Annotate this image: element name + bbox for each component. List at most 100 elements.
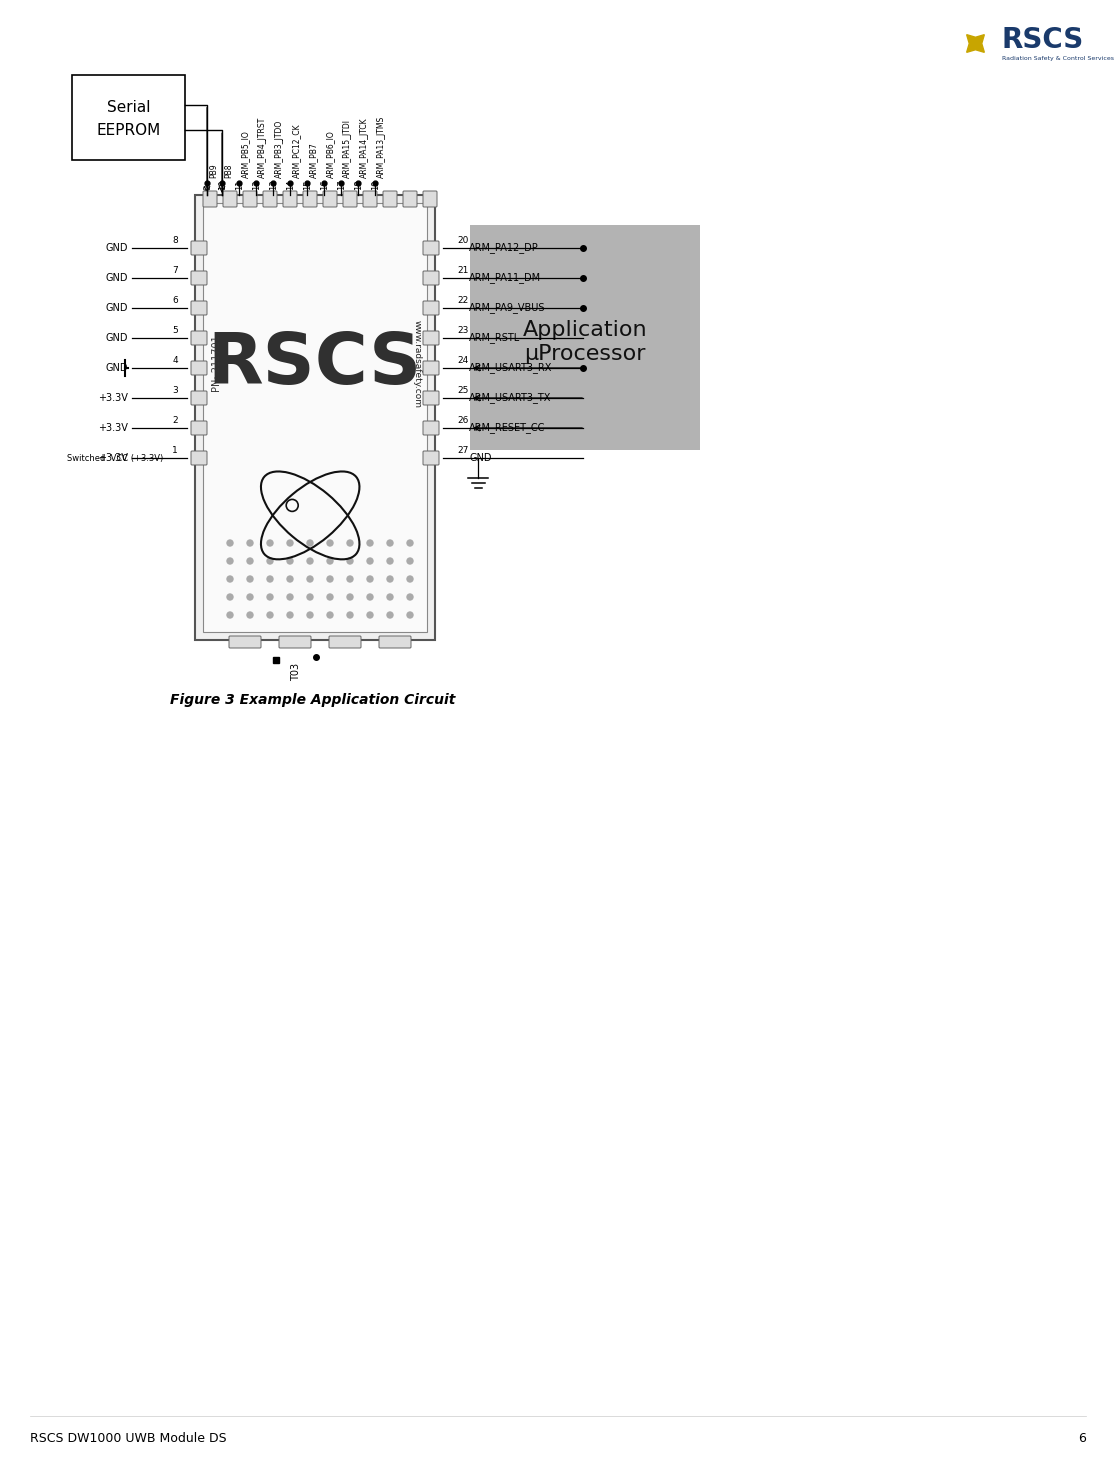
Circle shape [227, 559, 233, 564]
Circle shape [287, 539, 294, 545]
Text: 2: 2 [172, 416, 177, 425]
FancyBboxPatch shape [423, 271, 439, 284]
Text: Switched  VCC (+3.3V): Switched VCC (+3.3V) [67, 453, 163, 462]
Circle shape [407, 576, 413, 582]
Text: 19: 19 [372, 179, 381, 191]
FancyBboxPatch shape [363, 191, 377, 207]
Text: 27: 27 [456, 446, 469, 454]
Text: 9: 9 [203, 185, 212, 191]
FancyBboxPatch shape [423, 240, 439, 255]
Text: ARM_PB5_IO: ARM_PB5_IO [241, 130, 250, 177]
Circle shape [287, 576, 294, 582]
Text: PN: 211701: PN: 211701 [212, 336, 222, 393]
Circle shape [307, 594, 312, 600]
FancyBboxPatch shape [423, 301, 439, 315]
Text: GND: GND [106, 273, 128, 283]
Circle shape [287, 559, 294, 564]
Circle shape [227, 611, 233, 619]
Circle shape [387, 594, 393, 600]
Text: 20: 20 [456, 236, 469, 245]
FancyBboxPatch shape [229, 636, 261, 648]
Text: 21: 21 [456, 265, 469, 276]
Circle shape [387, 559, 393, 564]
FancyBboxPatch shape [383, 191, 397, 207]
Circle shape [407, 611, 413, 619]
FancyBboxPatch shape [323, 191, 337, 207]
Text: 13: 13 [269, 179, 279, 191]
Text: GND: GND [106, 364, 128, 372]
FancyBboxPatch shape [191, 421, 206, 435]
Text: 15: 15 [304, 179, 312, 191]
Text: Radiation Safety & Control Services: Radiation Safety & Control Services [1002, 56, 1114, 62]
Circle shape [367, 539, 373, 545]
Text: +3.3V: +3.3V [98, 453, 128, 463]
Text: +3.3V: +3.3V [98, 393, 128, 403]
FancyBboxPatch shape [203, 191, 217, 207]
Circle shape [347, 559, 353, 564]
FancyBboxPatch shape [191, 240, 206, 255]
Circle shape [247, 594, 253, 600]
Text: www.radsafety.com: www.radsafety.com [413, 320, 422, 408]
FancyBboxPatch shape [423, 391, 439, 405]
Circle shape [287, 594, 294, 600]
FancyBboxPatch shape [379, 636, 411, 648]
Text: 17: 17 [337, 179, 346, 191]
FancyBboxPatch shape [263, 191, 277, 207]
Text: ARM_RSTL: ARM_RSTL [469, 333, 520, 343]
Bar [73, 75, 185, 160]
Text: 12: 12 [252, 179, 261, 191]
Circle shape [327, 594, 333, 600]
FancyBboxPatch shape [191, 301, 206, 315]
Text: 25: 25 [456, 386, 469, 394]
FancyBboxPatch shape [283, 191, 297, 207]
Circle shape [307, 611, 312, 619]
Circle shape [367, 611, 373, 619]
Circle shape [307, 559, 312, 564]
FancyBboxPatch shape [191, 391, 206, 405]
FancyBboxPatch shape [191, 361, 206, 375]
Text: GND: GND [106, 333, 128, 343]
Text: ARM_PA14_JTCK: ARM_PA14_JTCK [360, 117, 369, 177]
FancyBboxPatch shape [423, 331, 439, 345]
Text: Serial: Serial [107, 100, 151, 114]
Circle shape [327, 576, 333, 582]
Text: 4: 4 [172, 356, 177, 365]
Text: ARM_PB6_IO: ARM_PB6_IO [326, 130, 335, 177]
Circle shape [307, 539, 312, 545]
Circle shape [347, 576, 353, 582]
Circle shape [227, 594, 233, 600]
Text: 16: 16 [320, 179, 329, 191]
Circle shape [327, 559, 333, 564]
Circle shape [407, 594, 413, 600]
FancyBboxPatch shape [304, 191, 317, 207]
Text: Application: Application [522, 320, 647, 340]
Bar [195, 195, 435, 641]
Circle shape [247, 576, 253, 582]
Text: GND: GND [106, 243, 128, 254]
Text: ARM_PA9_VBUS: ARM_PA9_VBUS [469, 302, 546, 314]
Text: ARM_PC12_CK: ARM_PC12_CK [292, 123, 301, 177]
Text: EEPROM: EEPROM [96, 123, 161, 138]
Circle shape [267, 576, 273, 582]
FancyBboxPatch shape [191, 452, 206, 465]
Text: 6: 6 [1078, 1431, 1086, 1444]
Text: ARM_PA15_JTDI: ARM_PA15_JTDI [343, 119, 352, 177]
Text: 5: 5 [172, 325, 177, 336]
Text: +3.3V: +3.3V [98, 424, 128, 432]
Circle shape [327, 539, 333, 545]
Circle shape [267, 559, 273, 564]
Circle shape [347, 611, 353, 619]
Text: 24: 24 [456, 356, 469, 365]
Circle shape [407, 559, 413, 564]
Text: RSCS DW1000 UWB Module DS: RSCS DW1000 UWB Module DS [30, 1431, 227, 1444]
Circle shape [267, 539, 273, 545]
Text: GND: GND [106, 303, 128, 314]
Text: 23: 23 [456, 325, 469, 336]
FancyBboxPatch shape [279, 636, 311, 648]
Text: ARM_USART3_TX: ARM_USART3_TX [469, 393, 551, 403]
FancyBboxPatch shape [191, 331, 206, 345]
Text: 10: 10 [219, 179, 228, 191]
Circle shape [387, 539, 393, 545]
Text: 11: 11 [235, 179, 244, 191]
FancyBboxPatch shape [423, 421, 439, 435]
